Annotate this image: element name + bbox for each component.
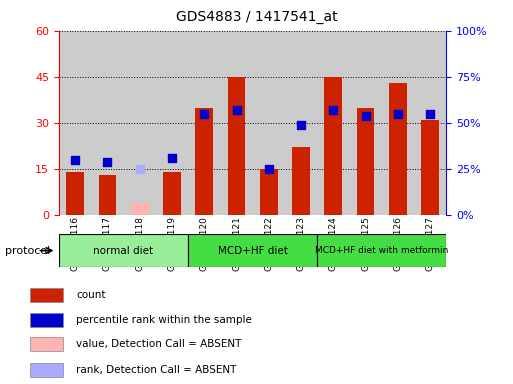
Bar — [66, 172, 84, 215]
Bar — [349, 31, 382, 215]
Point — [265, 166, 273, 172]
Text: percentile rank within the sample: percentile rank within the sample — [76, 315, 252, 325]
Bar — [324, 77, 342, 215]
Bar — [30, 313, 63, 327]
Bar — [156, 31, 188, 215]
Bar — [292, 147, 310, 215]
Bar — [228, 77, 245, 215]
Bar — [30, 288, 63, 302]
Point — [71, 157, 79, 163]
Point — [232, 107, 241, 113]
Point — [394, 111, 402, 117]
Bar — [382, 31, 414, 215]
Text: count: count — [76, 290, 106, 300]
Bar — [195, 108, 213, 215]
Bar — [59, 234, 188, 267]
Bar — [59, 31, 91, 215]
Bar — [91, 31, 124, 215]
Text: MCD+HF diet: MCD+HF diet — [218, 245, 288, 256]
Bar — [124, 31, 156, 215]
Bar — [30, 363, 63, 377]
Point — [362, 113, 370, 119]
Bar — [30, 337, 63, 351]
Point — [426, 111, 435, 117]
Bar — [357, 108, 374, 215]
Text: rank, Detection Call = ABSENT: rank, Detection Call = ABSENT — [76, 365, 237, 375]
Text: MCD+HF diet with metformin: MCD+HF diet with metformin — [315, 246, 448, 255]
Text: GDS4883 / 1417541_at: GDS4883 / 1417541_at — [175, 10, 338, 23]
Text: protocol: protocol — [5, 245, 50, 256]
Text: normal diet: normal diet — [93, 245, 153, 256]
Bar — [221, 31, 252, 215]
Bar — [317, 31, 349, 215]
Text: value, Detection Call = ABSENT: value, Detection Call = ABSENT — [76, 339, 242, 349]
Bar — [260, 169, 278, 215]
Bar — [421, 120, 439, 215]
Point — [200, 111, 208, 117]
Bar — [414, 31, 446, 215]
Point — [168, 155, 176, 161]
Bar — [98, 175, 116, 215]
Bar — [131, 203, 149, 215]
Bar — [163, 172, 181, 215]
Bar — [188, 234, 317, 267]
Point — [297, 122, 305, 128]
Bar — [285, 31, 317, 215]
Bar — [389, 83, 407, 215]
Point — [103, 159, 111, 165]
Bar — [188, 31, 221, 215]
Point — [329, 107, 338, 113]
Bar — [252, 31, 285, 215]
Point — [135, 166, 144, 172]
Bar — [317, 234, 446, 267]
